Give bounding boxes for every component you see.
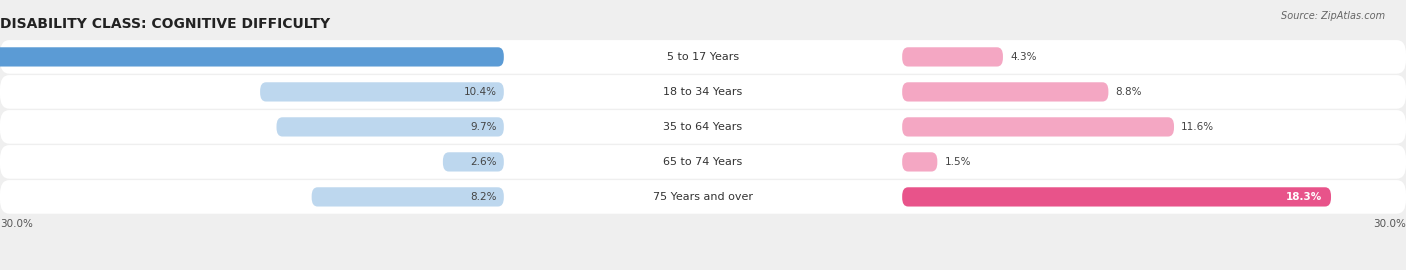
Text: 2.6%: 2.6% <box>470 157 496 167</box>
FancyBboxPatch shape <box>903 187 1331 207</box>
FancyBboxPatch shape <box>0 180 1406 214</box>
Text: Source: ZipAtlas.com: Source: ZipAtlas.com <box>1281 11 1385 21</box>
Text: 4.3%: 4.3% <box>1010 52 1036 62</box>
Text: 8.2%: 8.2% <box>470 192 496 202</box>
Text: DISABILITY CLASS: COGNITIVE DIFFICULTY: DISABILITY CLASS: COGNITIVE DIFFICULTY <box>0 17 330 31</box>
FancyBboxPatch shape <box>903 117 1174 137</box>
FancyBboxPatch shape <box>312 187 503 207</box>
Text: 18.3%: 18.3% <box>1285 192 1322 202</box>
FancyBboxPatch shape <box>903 47 1002 66</box>
FancyBboxPatch shape <box>0 110 1406 144</box>
Text: 9.7%: 9.7% <box>470 122 496 132</box>
Text: 75 Years and over: 75 Years and over <box>652 192 754 202</box>
Text: 30.0%: 30.0% <box>0 219 32 229</box>
FancyBboxPatch shape <box>903 82 1108 102</box>
Text: 10.4%: 10.4% <box>464 87 496 97</box>
FancyBboxPatch shape <box>0 47 503 66</box>
FancyBboxPatch shape <box>0 75 1406 109</box>
Text: 8.8%: 8.8% <box>1115 87 1142 97</box>
FancyBboxPatch shape <box>0 40 1406 74</box>
FancyBboxPatch shape <box>0 145 1406 179</box>
Text: 65 to 74 Years: 65 to 74 Years <box>664 157 742 167</box>
Text: 35 to 64 Years: 35 to 64 Years <box>664 122 742 132</box>
Text: 5 to 17 Years: 5 to 17 Years <box>666 52 740 62</box>
Text: 1.5%: 1.5% <box>945 157 972 167</box>
FancyBboxPatch shape <box>903 152 938 171</box>
Text: 11.6%: 11.6% <box>1181 122 1215 132</box>
Text: 18 to 34 Years: 18 to 34 Years <box>664 87 742 97</box>
Text: 30.0%: 30.0% <box>1374 219 1406 229</box>
FancyBboxPatch shape <box>443 152 503 171</box>
FancyBboxPatch shape <box>277 117 503 137</box>
FancyBboxPatch shape <box>260 82 503 102</box>
